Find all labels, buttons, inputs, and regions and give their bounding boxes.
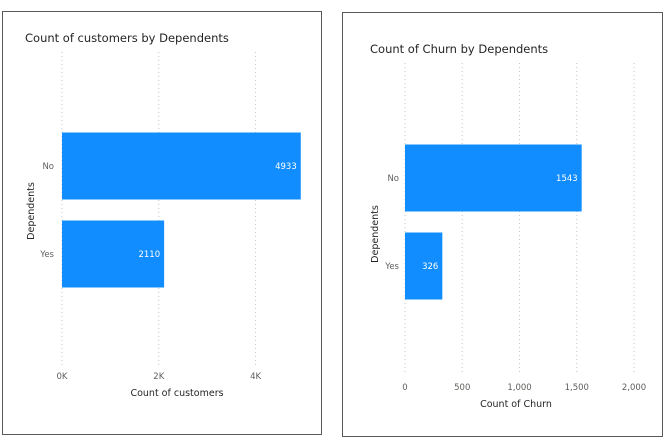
x-tick-label: 1,500 — [565, 383, 589, 393]
churn-by-dependents-chart: Count of Churn by Dependents 1543 326 No Y… — [370, 42, 646, 410]
x-axis-title: Count of customers — [130, 388, 223, 399]
bar-yes — [405, 232, 443, 300]
customers-by-dependents-chart: Count of customers by Dependents 4933 211… — [25, 31, 301, 399]
category-label: No — [387, 174, 399, 184]
x-tick-label: 2,000 — [622, 383, 646, 393]
x-tick-label: 500 — [454, 383, 470, 393]
data-label: 1543 — [556, 174, 578, 184]
bar-no — [62, 132, 301, 200]
customers-by-dependents-panel: Count of customers by Dependents 4933 211… — [2, 11, 322, 435]
churn-by-dependents-panel: Count of Churn by Dependents 1543 326 No Y… — [342, 12, 663, 437]
category-label: Yes — [39, 250, 54, 260]
bar-no — [405, 144, 582, 212]
x-tick-label: 0K — [57, 372, 68, 382]
category-label: No — [42, 162, 54, 172]
y-axis-title: Dependents — [26, 182, 37, 240]
x-tick-label: 1,000 — [507, 383, 531, 393]
chart-title: Count of customers by Dependents — [25, 31, 229, 45]
bar-yes — [62, 220, 165, 288]
data-label: 2110 — [138, 250, 160, 260]
data-label: 326 — [422, 262, 438, 272]
y-axis-title: Dependents — [370, 205, 381, 263]
x-axis-title: Count of Churn — [480, 399, 552, 410]
chart-title: Count of Churn by Dependents — [370, 42, 548, 56]
category-label: Yes — [384, 262, 399, 272]
x-tick-label: 2K — [153, 372, 164, 382]
data-label: 4933 — [275, 162, 297, 172]
x-tick-label: 0 — [402, 383, 407, 393]
x-tick-label: 4K — [250, 372, 261, 382]
